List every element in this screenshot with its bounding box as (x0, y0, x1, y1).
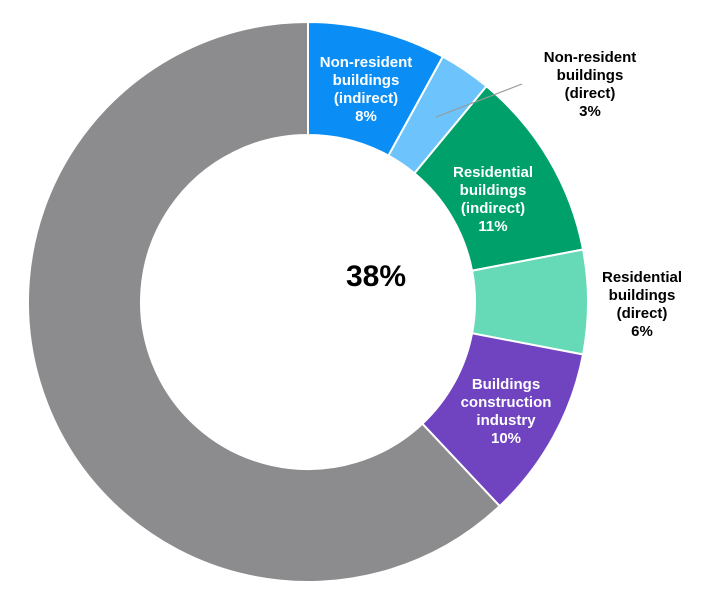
label-line: (indirect) (461, 200, 525, 217)
label-line: Non-resident (320, 54, 413, 71)
leader-line (435, 83, 523, 118)
value-label: 11% (478, 218, 507, 235)
label-line: Residential (453, 164, 533, 181)
value-label: 8% (355, 108, 377, 125)
label-line: construction (461, 394, 552, 411)
segment-label: Buildings construction industry 10% (461, 376, 552, 447)
label-line: (direct) (565, 85, 616, 102)
label-line: buildings (557, 67, 624, 84)
segment-label: Non-resident buildings (direct) 3% (544, 49, 637, 120)
label-line: Residential (602, 269, 682, 286)
label-line: Non-resident (544, 49, 637, 66)
label-line: (direct) (617, 305, 668, 322)
label-line: buildings (333, 72, 400, 89)
label-line: Buildings (472, 376, 540, 393)
label-line: industry (476, 412, 536, 429)
label-line: buildings (609, 287, 676, 304)
segment-label: Residential buildings (direct) 6% (602, 269, 682, 340)
segment-label: Residential buildings (indirect) 11% (453, 164, 533, 235)
value-label: 6% (631, 323, 653, 340)
segment-label: Non-resident buildings (indirect) 8% (320, 54, 413, 125)
label-line: (indirect) (334, 90, 398, 107)
center-label: 38% (346, 260, 406, 293)
value-label: 10% (491, 430, 521, 447)
label-line: buildings (460, 182, 527, 199)
value-label: 3% (579, 103, 601, 120)
donut-segment (27, 20, 502, 583)
